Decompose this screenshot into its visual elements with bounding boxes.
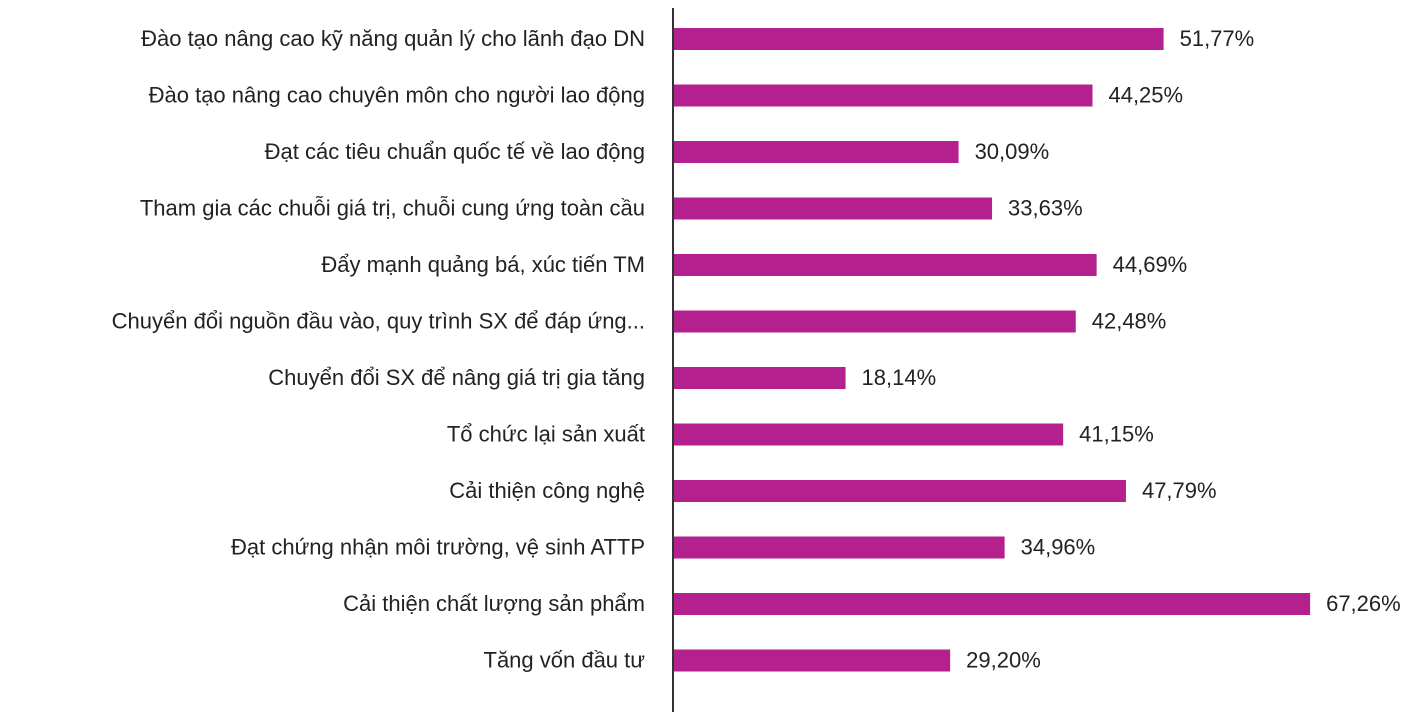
y-tick-label: Tham gia các chuỗi giá trị, chuỗi cung ứ… <box>140 195 645 220</box>
value-label: 29,20% <box>966 647 1041 672</box>
bar <box>674 423 1064 446</box>
y-tick-label: Đào tạo nâng cao kỹ năng quản lý cho lãn… <box>141 26 645 51</box>
y-tick-label: Đạt chứng nhận môi trường, vệ sinh ATTP <box>231 534 645 559</box>
y-tick-label: Đẩy mạnh quảng bá, xúc tiến TM <box>321 252 645 277</box>
bar <box>674 310 1076 333</box>
value-label: 67,26% <box>1326 591 1401 616</box>
y-tick-label: Chuyển đổi SX để nâng giá trị gia tăng <box>268 365 645 390</box>
y-tick-label: Đạt các tiêu chuẩn quốc tế về lao động <box>265 139 645 164</box>
value-label: 33,63% <box>1008 195 1083 220</box>
y-tick-label: Cải thiện chất lượng sản phẩm <box>343 591 645 616</box>
value-label: 44,69% <box>1113 252 1188 277</box>
y-tick-label: Đào tạo nâng cao chuyên môn cho người la… <box>149 82 645 107</box>
value-label: 30,09% <box>975 139 1050 164</box>
bar <box>674 480 1126 502</box>
bar <box>674 649 951 672</box>
value-label: 51,77% <box>1180 26 1255 51</box>
value-label: 34,96% <box>1021 534 1096 559</box>
bar <box>674 197 993 220</box>
bar <box>674 536 1005 559</box>
y-tick-label: Tổ chức lại sản xuất <box>447 421 645 446</box>
bar <box>674 254 1097 276</box>
bar <box>674 367 846 389</box>
bar <box>674 28 1164 50</box>
bar <box>674 84 1093 107</box>
bar <box>674 593 1311 615</box>
value-label: 18,14% <box>862 365 937 390</box>
y-tick-label: Cải thiện công nghệ <box>449 478 645 503</box>
value-label: 42,48% <box>1092 308 1167 333</box>
value-label: 47,79% <box>1142 478 1217 503</box>
bar <box>674 141 959 163</box>
value-label: 41,15% <box>1079 421 1154 446</box>
value-label: 44,25% <box>1108 82 1183 107</box>
y-tick-label: Tăng vốn đầu tư <box>484 647 646 672</box>
y-tick-label: Chuyển đổi nguồn đầu vào, quy trình SX đ… <box>112 308 645 333</box>
